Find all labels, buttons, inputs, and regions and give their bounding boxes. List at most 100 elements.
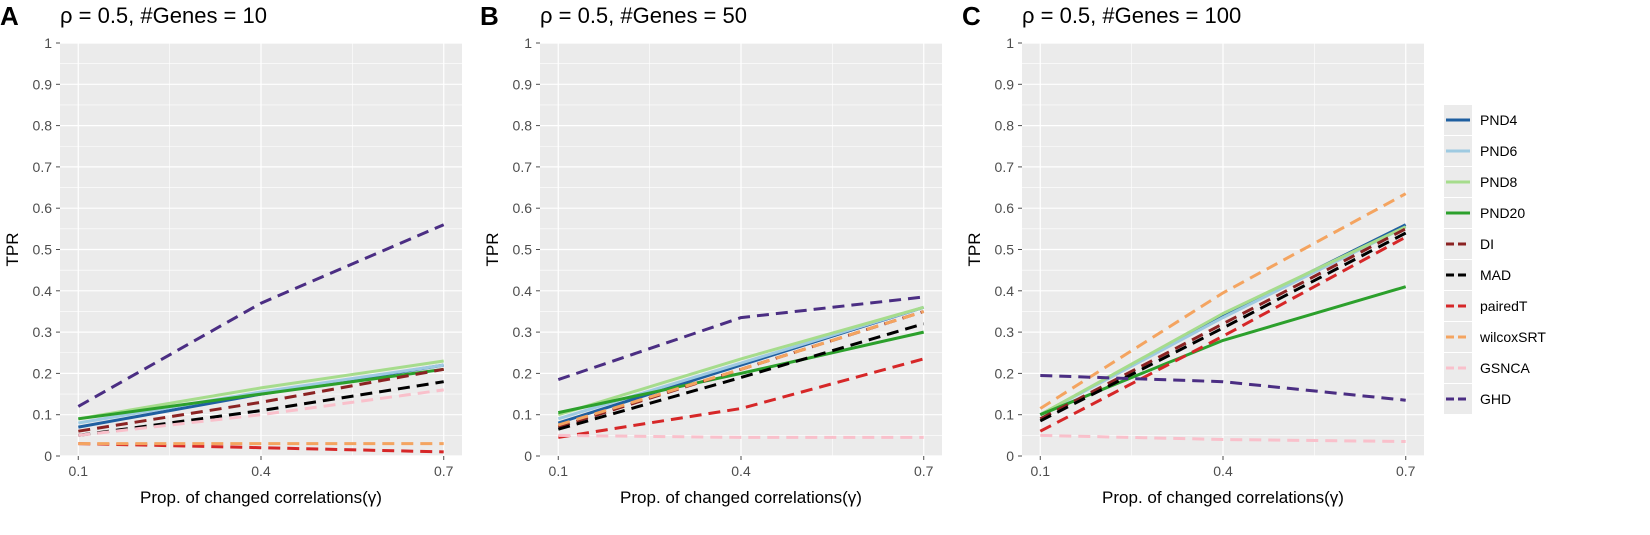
- panel-letter: A: [0, 1, 19, 31]
- x-axis-title: Prop. of changed correlations(γ): [1102, 488, 1344, 507]
- series-line-pnd8: [1039, 225, 1407, 417]
- legend-entry-pnd6: PND6: [1444, 136, 1518, 166]
- y-tick-label: 0.2: [33, 365, 53, 381]
- series-line-ghd: [1040, 374, 1406, 402]
- y-axis-title: TPR: [483, 233, 502, 267]
- series-line-pnd8: [78, 359, 444, 421]
- legend-entry-mad: MAD: [1444, 260, 1511, 290]
- series-line-pnd8: [557, 305, 925, 417]
- series-line-mad: [1039, 231, 1407, 423]
- y-tick-label: 0.3: [513, 324, 533, 340]
- y-tick-label: 0.8: [995, 118, 1015, 134]
- y-tick-label: 0.5: [33, 242, 53, 258]
- series-line-pairedt: [1039, 235, 1407, 433]
- panel-b: 0 0.1 0.2 0.3 0.4 0.5 0.6 0.7 0.8 0.9 1 0.1 0.4 0.7 B ρ…: [480, 1, 942, 507]
- legend-box: [1444, 104, 1622, 422]
- series-line-di: [1039, 227, 1407, 421]
- panel-title: ρ = 0.5, #Genes = 50: [540, 3, 747, 28]
- y-tick-label: 0.3: [33, 324, 53, 340]
- y-tick-label: 0: [44, 448, 52, 464]
- panel-letter: C: [962, 1, 981, 31]
- y-tick-label: 0.2: [513, 365, 533, 381]
- legend-label: wilcoxSRT: [1479, 329, 1546, 345]
- y-tick-label: 0.7: [33, 159, 53, 175]
- x-tick-label: 0.4: [731, 463, 751, 479]
- legend-label: PND20: [1480, 205, 1525, 221]
- x-axis-title: Prop. of changed correlations(γ): [140, 488, 382, 507]
- series-line-ghd: [77, 223, 445, 408]
- y-tick-label: 0.9: [33, 76, 53, 92]
- series-line-gsnca: [1040, 433, 1406, 443]
- series-line-wilcoxsrt: [557, 310, 925, 427]
- y-tick-label: 1: [524, 35, 532, 51]
- panel-c: 0 0.1 0.2 0.3 0.4 0.5 0.6 0.7 0.8 0.9 1 0.1 0.4 0.7 C ρ…: [962, 1, 1424, 507]
- y-tick-label: 0.9: [995, 76, 1015, 92]
- series-line-pairedt: [558, 357, 925, 439]
- y-tick-label: 0.9: [513, 76, 533, 92]
- panel-letter: B: [480, 1, 499, 31]
- x-tick-label: 0.1: [69, 463, 89, 479]
- legend-label: PND8: [1480, 174, 1518, 190]
- series-line-wilcoxsrt: [1039, 192, 1407, 410]
- y-tick-label: 0.6: [995, 200, 1015, 216]
- y-tick-label: 0.4: [33, 283, 53, 299]
- y-tick-label: 0.7: [513, 159, 533, 175]
- y-tick-label: 0.7: [995, 159, 1015, 175]
- x-tick-label: 0.7: [434, 463, 454, 479]
- panel-a: 0 0.1 0.2 0.3 0.4 0.5 0.6 0.7 0.8 0.9 1 0.1 0.4 0.7 A ρ…: [0, 1, 462, 507]
- y-tick-label: 0: [1006, 448, 1014, 464]
- x-tick-label: 0.7: [914, 463, 934, 479]
- x-axis-title: Prop. of changed correlations(γ): [620, 488, 862, 507]
- legend-entry-wilcoxsrt: wilcoxSRT: [1444, 322, 1546, 352]
- y-tick-label: 0.4: [995, 283, 1015, 299]
- y-axis-title: TPR: [965, 233, 984, 267]
- x-tick-label: 0.1: [549, 463, 569, 479]
- legend-label: pairedT: [1480, 298, 1528, 314]
- x-tick-label: 0.4: [251, 463, 271, 479]
- legend-entry-pairedt: pairedT: [1444, 291, 1528, 321]
- y-tick-label: 0: [524, 448, 532, 464]
- series-line-gsnca: [558, 433, 924, 439]
- y-tick-label: 0.3: [995, 324, 1015, 340]
- legend-entry-pnd8: PND8: [1444, 167, 1518, 197]
- panel-title: ρ = 0.5, #Genes = 10: [60, 3, 267, 28]
- y-tick-label: 0.5: [995, 242, 1015, 258]
- y-tick-label: 0.8: [33, 118, 53, 134]
- series-line-pnd6: [78, 363, 444, 425]
- series-line-pnd20: [78, 367, 444, 421]
- y-tick-label: 0.1: [33, 407, 53, 423]
- legend-label: GHD: [1480, 391, 1511, 407]
- legend-entry-pnd4: PND4: [1444, 105, 1518, 135]
- legend-label: GSNCA: [1480, 360, 1530, 376]
- legend-label: MAD: [1480, 267, 1511, 283]
- y-tick-label: 1: [1006, 35, 1014, 51]
- legend-label: PND4: [1480, 112, 1518, 128]
- legend-entry-pnd20: PND20: [1444, 198, 1525, 228]
- y-axis-title: TPR: [3, 233, 22, 267]
- series-line-mad: [557, 322, 925, 431]
- x-tick-label: 0.1: [1031, 463, 1051, 479]
- legend-label: PND6: [1480, 143, 1518, 159]
- legend-label: DI: [1480, 236, 1494, 252]
- series-line-ghd: [557, 295, 924, 382]
- y-tick-label: 0.5: [513, 242, 533, 258]
- y-tick-label: 0.6: [513, 200, 533, 216]
- legend-entry-gsnca: GSNCA: [1444, 353, 1530, 383]
- legend-entry-ghd: GHD: [1444, 384, 1511, 414]
- panel-title: ρ = 0.5, #Genes = 100: [1022, 3, 1241, 28]
- y-tick-label: 0.2: [995, 365, 1015, 381]
- legend: PND4 PND6 PND8 PND20 DI MAD pairedT wilcoxSRT GS…: [1444, 104, 1622, 422]
- legend-entry-di: DI: [1444, 229, 1494, 259]
- x-tick-label: 0.4: [1213, 463, 1233, 479]
- y-tick-label: 0.8: [513, 118, 533, 134]
- series-line-gsnca: [78, 388, 444, 437]
- y-tick-label: 0.1: [995, 407, 1015, 423]
- y-tick-label: 0.4: [513, 283, 533, 299]
- y-tick-label: 1: [44, 35, 52, 51]
- series-line-pnd20: [557, 330, 925, 415]
- x-tick-label: 0.7: [1396, 463, 1416, 479]
- y-tick-label: 0.1: [513, 407, 533, 423]
- y-tick-label: 0.6: [33, 200, 53, 216]
- series-line-di: [78, 367, 444, 433]
